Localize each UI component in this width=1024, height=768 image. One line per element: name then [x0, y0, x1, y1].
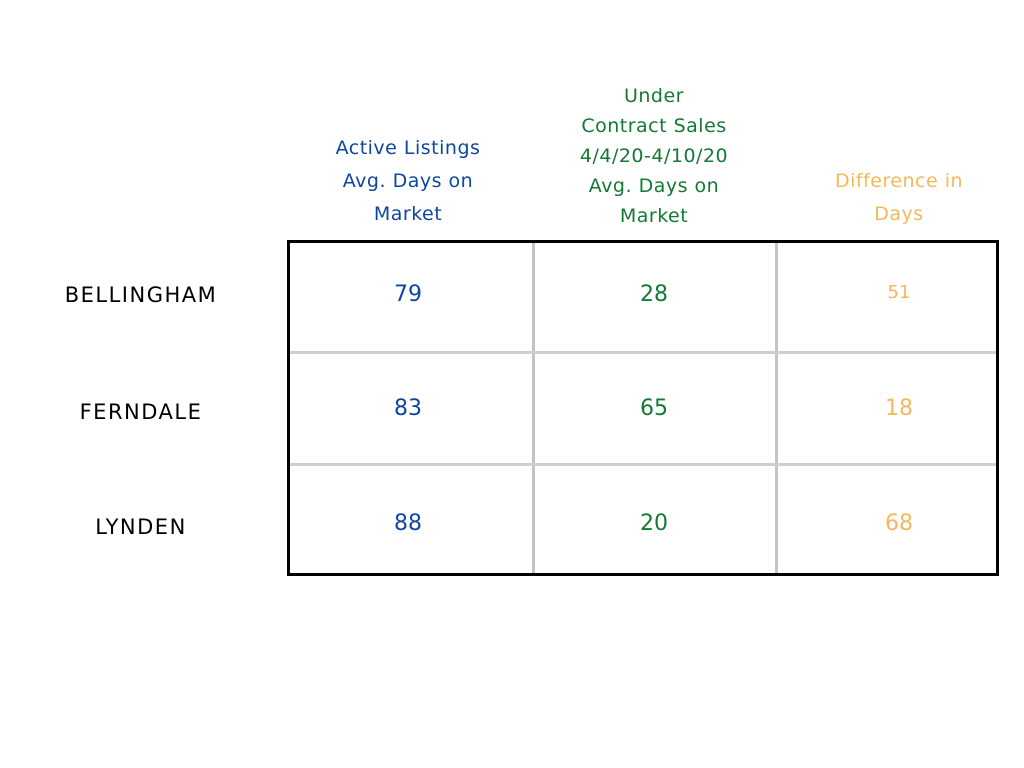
- cell-value: 65: [640, 396, 668, 421]
- header-line: Avg. Days on: [588, 175, 720, 197]
- cell-value: 51: [887, 282, 911, 303]
- column-divider: [775, 243, 778, 573]
- column-divider: [532, 243, 535, 573]
- row-label: LYNDEN: [95, 515, 187, 539]
- row-label: BELLINGHAM: [64, 283, 218, 307]
- cell-value: 79: [394, 282, 422, 307]
- table-frame: [287, 240, 999, 576]
- row-label: FERNDALE: [79, 400, 203, 424]
- header-line: Contract Sales: [581, 115, 727, 137]
- header-line: Difference in: [834, 170, 964, 192]
- header-line: 4/4/20-4/10/20: [579, 145, 729, 167]
- cell-value: 83: [394, 396, 422, 421]
- cell-value: 20: [640, 511, 668, 536]
- row-divider: [290, 463, 996, 466]
- header-line: Avg. Days on: [342, 170, 474, 192]
- header-line: Active Listings: [335, 137, 481, 159]
- cell-value: 28: [640, 282, 668, 307]
- header-line: Market: [373, 203, 443, 225]
- cell-value: 88: [394, 511, 422, 536]
- header-line: Under: [623, 85, 684, 107]
- row-divider: [290, 351, 996, 354]
- header-line: Market: [619, 205, 689, 227]
- cell-value: 18: [885, 396, 913, 421]
- cell-value: 68: [885, 511, 913, 536]
- column-header: Difference in Days: [779, 165, 1019, 231]
- header-line: Days: [874, 203, 924, 225]
- column-header: Active Listings Avg. Days on Market: [288, 132, 528, 231]
- column-header: Under Contract Sales 4/4/20-4/10/20 Avg. Da…: [534, 81, 774, 231]
